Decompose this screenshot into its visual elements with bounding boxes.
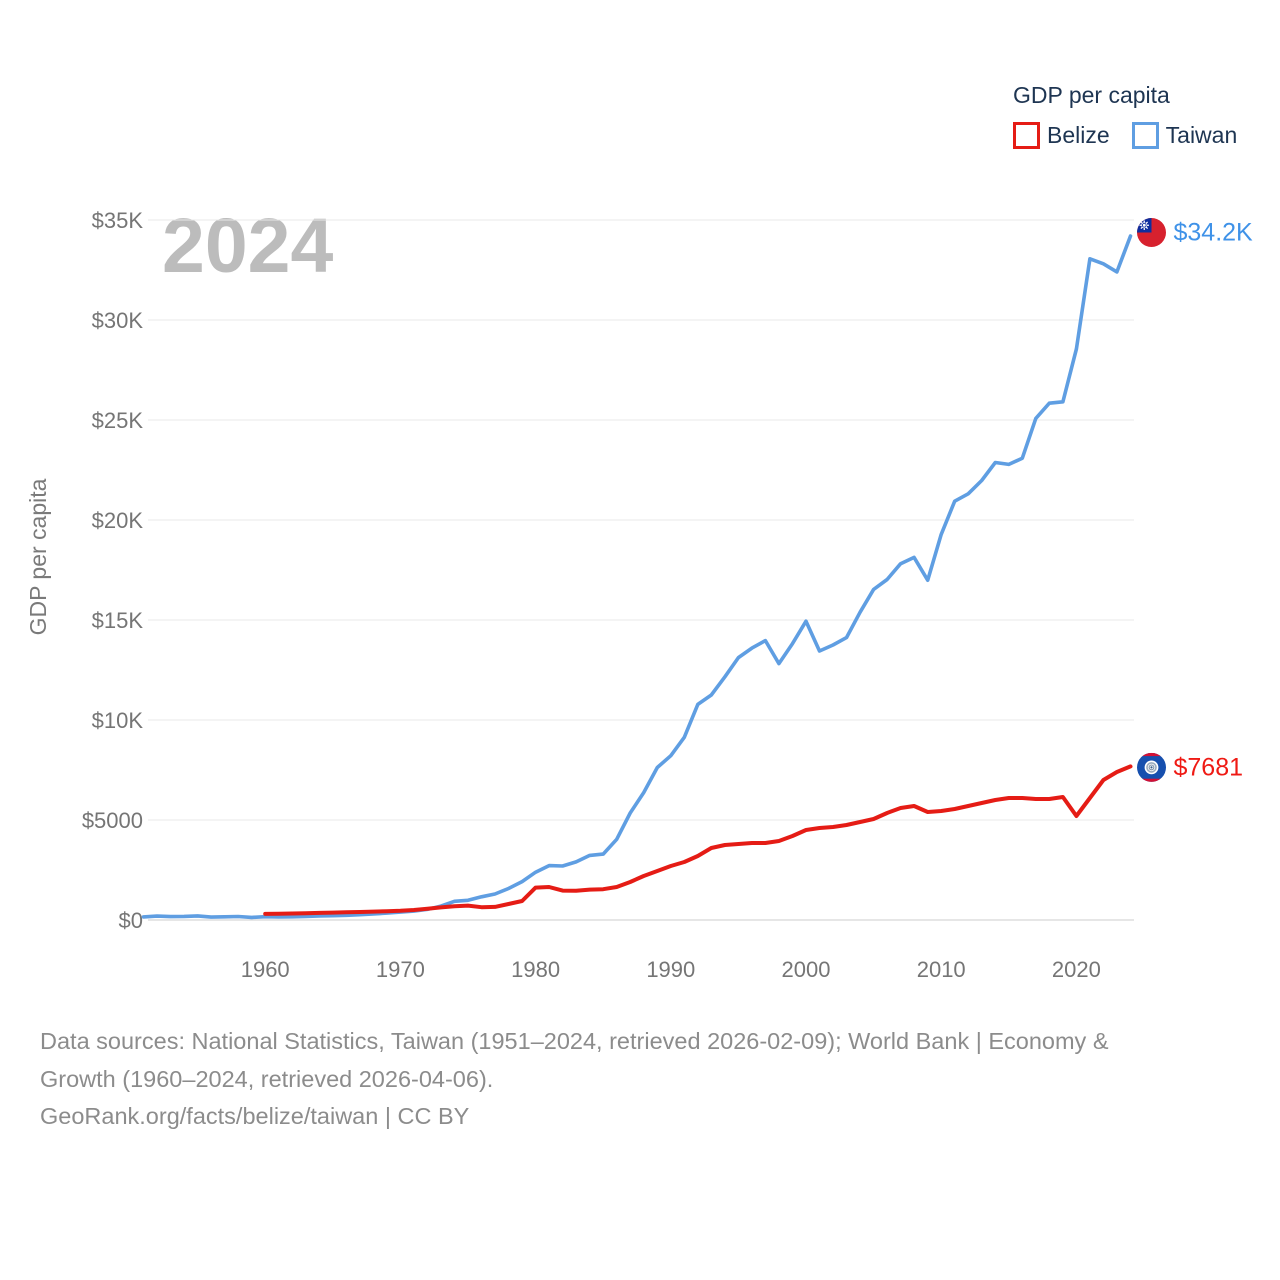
x-axis-tick-label: 1970 <box>376 957 425 982</box>
x-axis-tick-label: 2000 <box>782 957 831 982</box>
legend-title: GDP per capita <box>1013 82 1170 108</box>
belize-flag-icon <box>1137 752 1166 782</box>
x-axis-tick-label: 2020 <box>1052 957 1101 982</box>
y-axis-tick-label: $35K <box>92 208 144 233</box>
y-axis-tick-label: $30K <box>92 308 144 333</box>
legend-item-taiwan[interactable]: Taiwan <box>1131 122 1238 149</box>
y-axis-tick-label: $5000 <box>82 808 143 833</box>
legend-items: Belize Taiwan <box>1013 122 1237 149</box>
belize-end-value-label: $7681 <box>1174 753 1244 781</box>
x-axis-tick-label: 1990 <box>646 957 695 982</box>
legend-label-belize: Belize <box>1047 122 1110 148</box>
belize-line <box>263 764 1133 916</box>
footer-line-2: Growth (1960–2024, retrieved 2026-04-06)… <box>40 1065 494 1092</box>
tick-labels-group: $0 $5000 $10K $15K $20K $25K $30K $35K 1960 1970 1… <box>82 208 1101 982</box>
x-axis-tick-label: 1960 <box>241 957 290 982</box>
belize-series-swatch-icon <box>1013 122 1040 149</box>
taiwan-flag-icon <box>1137 218 1166 247</box>
y-axis-tick-label: $25K <box>92 408 144 433</box>
gridlines-group <box>148 219 1134 921</box>
x-axis-tick-label: 2010 <box>917 957 966 982</box>
y-axis-tick-label: $0 <box>119 908 143 933</box>
y-axis-title: GDP per capita <box>25 478 51 635</box>
y-axis-tick-label: $10K <box>92 708 144 733</box>
legend-item-belize[interactable]: Belize <box>1013 122 1110 149</box>
taiwan-series-swatch-icon <box>1131 122 1159 149</box>
footer-line-3: GeoRank.org/facts/belize/taiwan | CC BY <box>40 1103 470 1129</box>
y-axis-tick-label: $20K <box>92 508 144 533</box>
taiwan-end-value-label: $34.2K <box>1174 219 1254 247</box>
belize-flag-marker <box>1137 752 1166 782</box>
footer-line-1: Data sources: National Statistics, Taiwa… <box>40 1028 1109 1054</box>
series-lines-group <box>141 234 1133 920</box>
x-axis-tick-label: 1980 <box>511 957 560 982</box>
chart-legend: GDP per capita Belize Taiwan <box>1013 82 1237 149</box>
y-axis-tick-label: $15K <box>92 608 144 633</box>
legend-label-taiwan: Taiwan <box>1165 122 1238 148</box>
taiwan-line <box>141 234 1133 920</box>
taiwan-flag-marker <box>1137 218 1166 247</box>
data-sources-footer: Data sources: National Statistics, Taiwa… <box>40 1023 1240 1136</box>
